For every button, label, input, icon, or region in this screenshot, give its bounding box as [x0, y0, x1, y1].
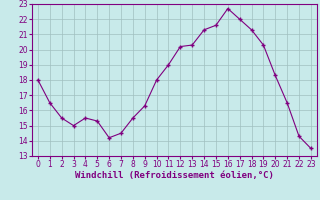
- X-axis label: Windchill (Refroidissement éolien,°C): Windchill (Refroidissement éolien,°C): [75, 171, 274, 180]
